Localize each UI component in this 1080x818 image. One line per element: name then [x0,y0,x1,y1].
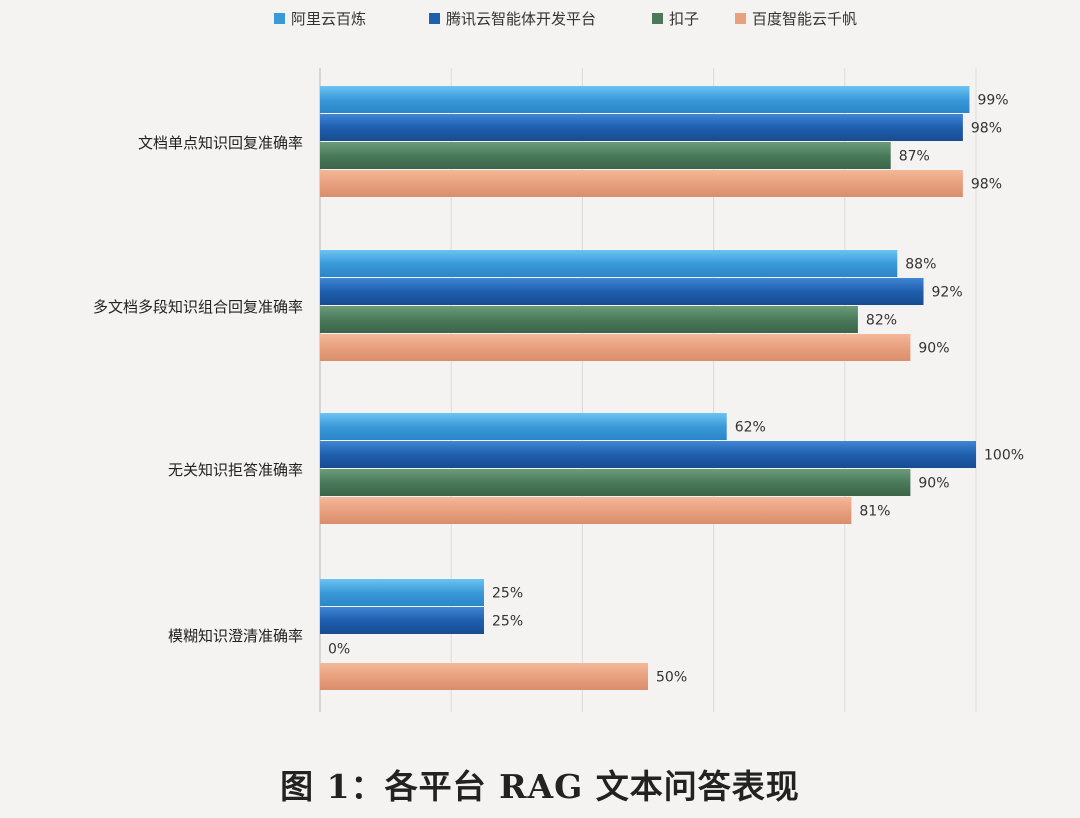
data-label: 100% [984,448,1024,464]
bar [320,278,924,305]
legend: 阿里云百炼 腾讯云智能体开发平台 扣子 百度智能云千帆 [274,10,857,28]
legend-label: 百度智能云千帆 [752,10,857,28]
legend-label: 阿里云百炼 [291,10,366,28]
bar [320,413,727,440]
data-label: 87% [899,149,930,165]
data-label: 25% [492,614,523,630]
bar [320,142,891,169]
data-label: 81% [859,504,890,520]
legend-swatch [735,13,746,24]
category-label: 多文档多段知识组合回复准确率 [93,298,303,316]
legend-label: 扣子 [669,10,699,28]
bar [320,170,963,197]
data-label: 90% [918,476,949,492]
data-label: 88% [905,257,936,273]
data-label: 0% [328,642,350,658]
bar [320,579,484,606]
bar [320,114,963,141]
bar [320,306,858,333]
data-label: 62% [735,420,766,436]
data-label: 98% [971,177,1002,193]
data-label: 50% [656,670,687,686]
category-label: 模糊知识澄清准确率 [168,627,303,645]
bar [320,469,911,496]
data-label: 99% [977,93,1008,109]
bar [320,250,898,277]
bar [320,86,970,113]
bar [320,497,852,524]
data-label: 25% [492,586,523,602]
data-label: 82% [866,313,897,329]
legend-swatch [429,13,440,24]
legend-swatch [274,13,285,24]
data-label: 98% [971,121,1002,137]
category-label: 无关知识拒答准确率 [168,461,303,479]
bar [320,663,648,690]
bar [320,607,484,634]
figure-caption: 图 1：各平台 RAG 文本问答表现 [280,767,800,806]
bar [320,334,911,361]
bars [320,86,976,690]
legend-swatch [652,13,663,24]
bar-chart: 阿里云百炼 腾讯云智能体开发平台 扣子 百度智能云千帆 文档单点知识回复准确率多文档多… [93,10,1024,712]
category-label: 文档单点知识回复准确率 [138,134,303,152]
bar [320,441,976,468]
labels: 文档单点知识回复准确率多文档多段知识组合回复准确率无关知识拒答准确率模糊知识澄清… [93,93,1024,686]
data-label: 90% [918,341,949,357]
legend-label: 腾讯云智能体开发平台 [446,10,596,28]
data-label: 92% [932,285,963,301]
